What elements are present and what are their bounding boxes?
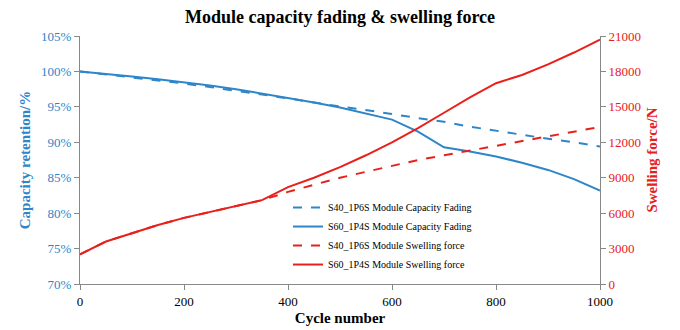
svg-text:6000: 6000	[609, 206, 635, 221]
svg-text:80%: 80%	[48, 206, 72, 221]
svg-text:70%: 70%	[48, 277, 72, 292]
svg-text:105%: 105%	[41, 29, 72, 44]
svg-text:Swelling force/N: Swelling force/N	[644, 107, 660, 212]
svg-text:21000: 21000	[609, 29, 642, 44]
svg-text:S60_1P4S Module Swelling force: S60_1P4S Module Swelling force	[328, 259, 465, 270]
svg-text:S40_1P6S Module Swelling force: S40_1P6S Module Swelling force	[328, 240, 465, 251]
svg-text:400: 400	[278, 294, 298, 309]
svg-text:S60_1P4S Module Capacity Fadin: S60_1P4S Module Capacity Fading	[328, 221, 472, 232]
svg-text:800: 800	[486, 294, 506, 309]
svg-text:Capacity retention/%: Capacity retention/%	[17, 91, 33, 229]
svg-text:95%: 95%	[48, 99, 72, 114]
svg-text:75%: 75%	[48, 241, 72, 256]
svg-text:100%: 100%	[41, 64, 72, 79]
svg-text:85%: 85%	[48, 170, 72, 185]
svg-text:90%: 90%	[48, 135, 72, 150]
svg-text:0: 0	[77, 294, 84, 309]
svg-text:15000: 15000	[609, 99, 642, 114]
svg-text:12000: 12000	[609, 135, 642, 150]
svg-text:S40_1P6S Module Capacity Fadin: S40_1P6S Module Capacity Fading	[328, 202, 472, 213]
svg-text:1000: 1000	[587, 294, 613, 309]
svg-text:200: 200	[174, 294, 194, 309]
svg-text:Module capacity fading & swell: Module capacity fading & swelling force	[185, 7, 495, 27]
svg-text:3000: 3000	[609, 241, 635, 256]
svg-text:0: 0	[609, 277, 616, 292]
svg-text:600: 600	[382, 294, 402, 309]
svg-text:9000: 9000	[609, 170, 635, 185]
svg-text:18000: 18000	[609, 64, 642, 79]
svg-text:Cycle number: Cycle number	[295, 310, 386, 326]
